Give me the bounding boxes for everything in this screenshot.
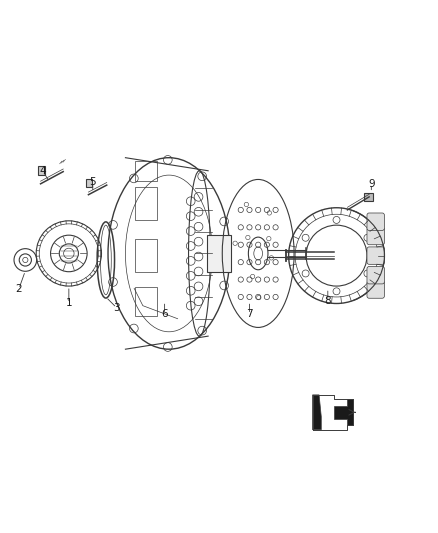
FancyBboxPatch shape xyxy=(367,213,385,230)
FancyBboxPatch shape xyxy=(367,228,385,245)
FancyBboxPatch shape xyxy=(364,193,373,201)
Text: 2: 2 xyxy=(15,284,22,294)
FancyBboxPatch shape xyxy=(38,166,46,175)
Text: 8: 8 xyxy=(325,296,331,306)
FancyBboxPatch shape xyxy=(367,247,385,264)
Polygon shape xyxy=(313,395,321,430)
FancyBboxPatch shape xyxy=(86,180,92,187)
FancyBboxPatch shape xyxy=(207,235,231,272)
Text: 5: 5 xyxy=(89,176,96,187)
Polygon shape xyxy=(334,399,353,425)
FancyBboxPatch shape xyxy=(367,266,385,284)
Text: 6: 6 xyxy=(161,309,168,319)
Text: 4: 4 xyxy=(39,166,46,176)
Text: 7: 7 xyxy=(246,309,253,319)
FancyBboxPatch shape xyxy=(367,281,385,298)
Text: 9: 9 xyxy=(368,179,374,189)
Text: 1: 1 xyxy=(66,298,72,309)
Text: 3: 3 xyxy=(113,303,120,313)
